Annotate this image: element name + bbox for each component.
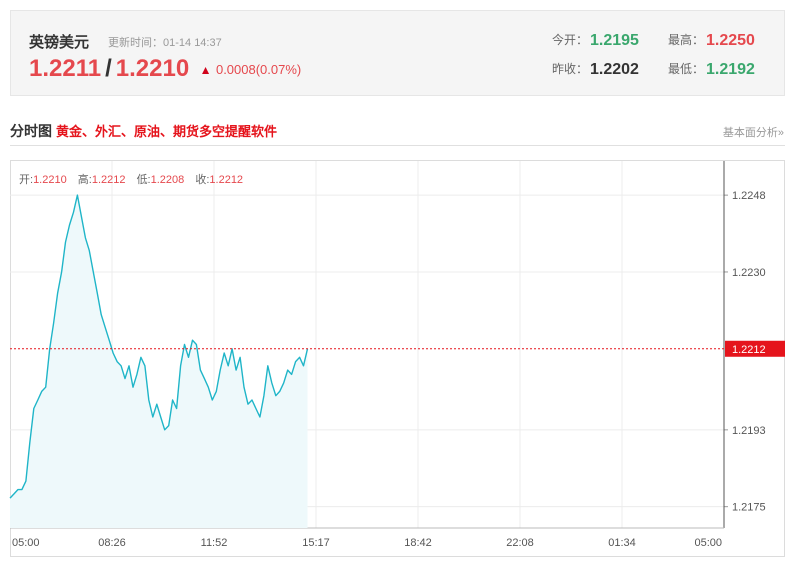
x-tick-label: 05:00 <box>12 537 40 549</box>
x-tick-label: 01:34 <box>608 537 636 549</box>
prev-close-label: 昨收： <box>552 62 589 76</box>
stat-high: 最高： 1.2250 <box>668 32 755 50</box>
ohlc-close-label: 收: <box>195 174 210 186</box>
high-value: 1.2250 <box>706 32 755 49</box>
prev-close-value: 1.2202 <box>590 61 639 78</box>
y-tick-label: 1.2230 <box>732 267 766 279</box>
x-tick-label: 22:08 <box>506 537 534 549</box>
low-value: 1.2192 <box>706 61 755 78</box>
ohlc-open: 1.2210 <box>33 174 67 186</box>
open-value: 1.2195 <box>590 32 639 49</box>
ohlc-readout: 开:1.2210 高:1.2212 低:1.2208 收:1.2212 <box>19 171 243 187</box>
ohlc-open-label: 开: <box>19 174 34 186</box>
x-tick-label: 11:52 <box>201 537 228 549</box>
x-tick-label: 05:00 <box>694 537 722 549</box>
x-tick-label: 18:42 <box>404 537 432 549</box>
high-label: 最高： <box>668 33 705 47</box>
stat-open: 今开： 1.2195 <box>552 32 639 50</box>
pair-name: 英镑美元 <box>29 34 90 51</box>
y-tick-label: 1.2248 <box>732 190 766 202</box>
ohlc-low: 1.2208 <box>150 174 185 186</box>
section-title: 分时图 黄金、外汇、原油、期货多空提醒软件 <box>10 121 277 141</box>
bid-price: 1.2211 <box>29 55 102 82</box>
up-arrow-icon: ▲ <box>199 63 212 77</box>
quote-panel: 英镑美元 更新时间：01-14 14:37 1.2211/1.2210 ▲ 0.… <box>10 10 785 96</box>
stat-prev-close: 昨收： 1.2202 <box>552 61 639 79</box>
ohlc-high: 1.2212 <box>91 174 126 186</box>
update-time: 更新时间：01-14 14:37 <box>108 37 222 49</box>
promo-link[interactable]: 黄金、外汇、原油、期货多空提醒软件 <box>56 124 278 139</box>
price-area <box>10 195 308 528</box>
stat-low: 最低： 1.2192 <box>668 61 755 79</box>
y-tick-label: 1.2193 <box>732 425 766 437</box>
ask-price: 1.2210 <box>115 55 190 82</box>
ohlc-close: 1.2212 <box>209 174 244 186</box>
chart-frame <box>10 160 785 557</box>
section-title-text: 分时图 <box>10 123 52 139</box>
divider <box>10 145 785 146</box>
x-tick-label: 08:26 <box>98 537 126 549</box>
fundamental-analysis-link[interactable]: 基本面分析» <box>722 127 784 139</box>
price-change: 0.0008(0.07%) <box>215 62 302 77</box>
y-tick-label: 1.2175 <box>732 502 766 514</box>
ohlc-high-label: 高: <box>77 174 92 186</box>
x-tick-label: 15:17 <box>302 537 330 549</box>
current-price-label: 1.2212 <box>732 344 766 356</box>
open-label: 今开： <box>552 33 589 47</box>
current-price-badge <box>725 340 785 357</box>
low-label: 最低： <box>668 62 705 76</box>
price-separator: / <box>105 55 112 82</box>
price-line: 1.2211/1.2210 ▲ 0.0008(0.07%) <box>29 55 301 83</box>
ohlc-low-label: 低: <box>136 174 151 186</box>
price-line <box>9 194 309 499</box>
